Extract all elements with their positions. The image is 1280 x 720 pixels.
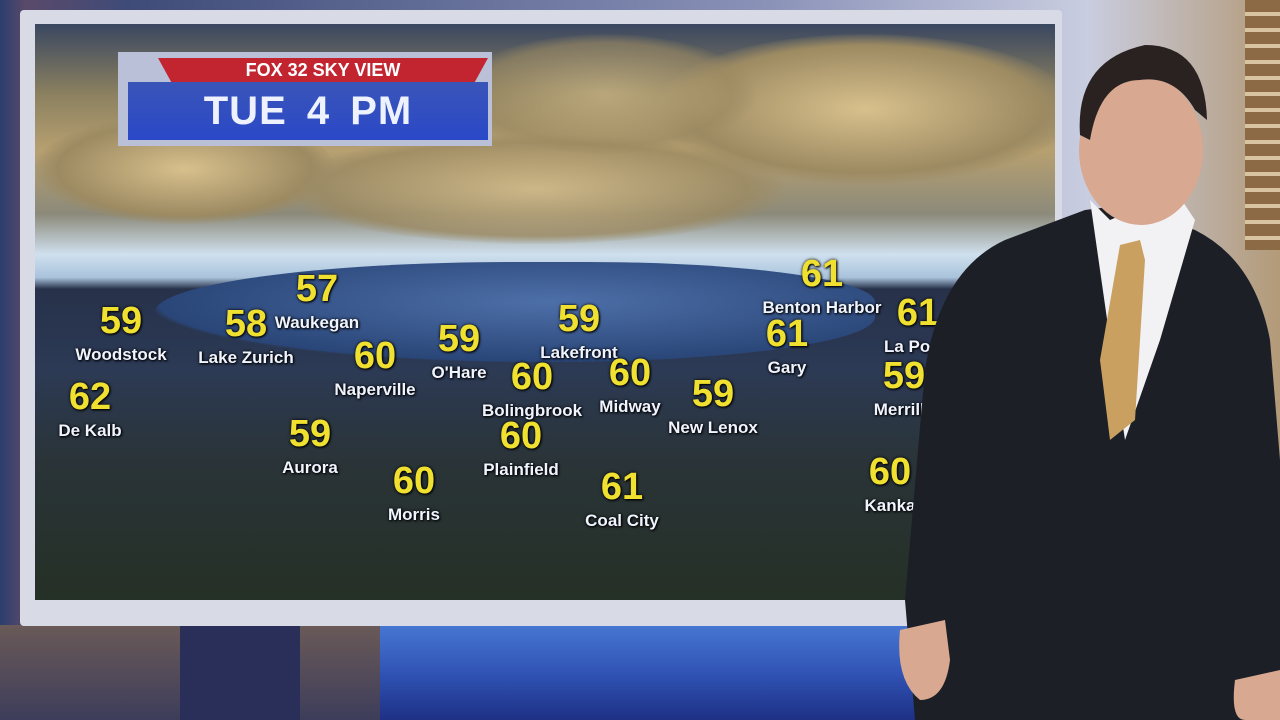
temperature: 61: [765, 313, 809, 355]
city-morris: 60 Morris: [388, 460, 440, 525]
city-naperville: 60 Naperville: [334, 335, 416, 400]
city-name: O'Hare: [431, 363, 487, 382]
city-name: Coal City: [585, 511, 659, 530]
temperature: 60: [499, 415, 543, 457]
city-name: De Kalb: [58, 421, 122, 440]
temperature: 60: [608, 352, 652, 394]
brand-label: FOX 32 SKY VIEW: [158, 58, 488, 82]
city-merrillville: 59 Merrillv: [873, 355, 935, 420]
city-name: Morris: [388, 505, 440, 524]
lake-michigan: [155, 262, 875, 362]
city-lake-zurich: 58 Lake Zurich: [198, 303, 294, 368]
city-lakefront: 59 Lakefront: [540, 298, 618, 363]
temperature: 59: [437, 318, 481, 360]
temperature: 61: [800, 253, 844, 295]
temperature: 57: [295, 268, 339, 310]
right-hand: [1233, 670, 1280, 720]
temperature: 61: [896, 292, 940, 334]
temperature: 59: [99, 300, 143, 342]
bookshelf: [1245, 0, 1280, 250]
city-name: Kanka: [864, 496, 916, 515]
temperature: 60: [353, 335, 397, 377]
city-plainfield: 60 Plainfield: [483, 415, 559, 480]
temperature: 60: [392, 460, 436, 502]
city-de-kalb: 62 De Kalb: [58, 376, 122, 441]
presenter: [899, 45, 1280, 720]
city-name: Lake Zurich: [198, 348, 294, 367]
temperature: 59: [882, 355, 926, 397]
city-bolingbrook: 60 Bolingbrook: [481, 356, 583, 421]
hair: [1079, 45, 1207, 140]
suit-jacket: [905, 205, 1280, 720]
left-hand: [899, 620, 950, 700]
necktie: [1100, 240, 1145, 440]
time-label: TUE 4 PM: [128, 82, 488, 140]
temperature: 59: [288, 413, 332, 455]
temperature: 59: [691, 373, 735, 415]
cloud: [285, 134, 785, 244]
city-name: Plainfield: [483, 460, 559, 479]
city-ohare: 59 O'Hare: [431, 318, 487, 383]
temperature: 61: [600, 466, 644, 508]
city-name: New Lenox: [668, 418, 758, 437]
city-name: Woodstock: [75, 345, 167, 364]
temperature: 60: [510, 356, 554, 398]
city-aurora: 59 Aurora: [282, 413, 338, 478]
temperature: 62: [68, 376, 112, 418]
city-name: Midway: [599, 397, 661, 416]
weather-map-screen: FOX 32 SKY VIEW TUE 4 PM: [35, 24, 1055, 600]
city-coal-city: 61 Coal City: [585, 466, 659, 531]
face: [1079, 75, 1203, 225]
temperature: 60: [868, 451, 912, 493]
city-name: Naperville: [334, 380, 416, 399]
city-name: Waukegan: [274, 313, 360, 332]
city-gary: 61 Gary: [765, 313, 809, 378]
cloud: [455, 34, 755, 154]
title-banner: FOX 32 SKY VIEW TUE 4 PM: [118, 52, 492, 146]
city-name: Merrillv: [873, 400, 935, 419]
city-name: Lakefront: [540, 343, 618, 362]
city-name: Benton Harbor: [762, 298, 882, 317]
city-new-lenox: 59 New Lenox: [668, 373, 758, 438]
temperature: 59: [557, 298, 601, 340]
city-kankakee: 60 Kanka: [864, 451, 916, 516]
city-benton-harbor: 61 Benton Harbor: [762, 253, 882, 318]
city-midway: 60 Midway: [599, 352, 661, 417]
city-name: Bolingbrook: [481, 401, 583, 420]
studio-pillar: [180, 625, 300, 720]
city-name: Gary: [767, 358, 807, 377]
city-name: Aurora: [282, 458, 338, 477]
city-waukegan: 57 Waukegan: [274, 268, 360, 333]
temperature: 58: [224, 303, 268, 345]
city-woodstock: 59 Woodstock: [75, 300, 167, 365]
